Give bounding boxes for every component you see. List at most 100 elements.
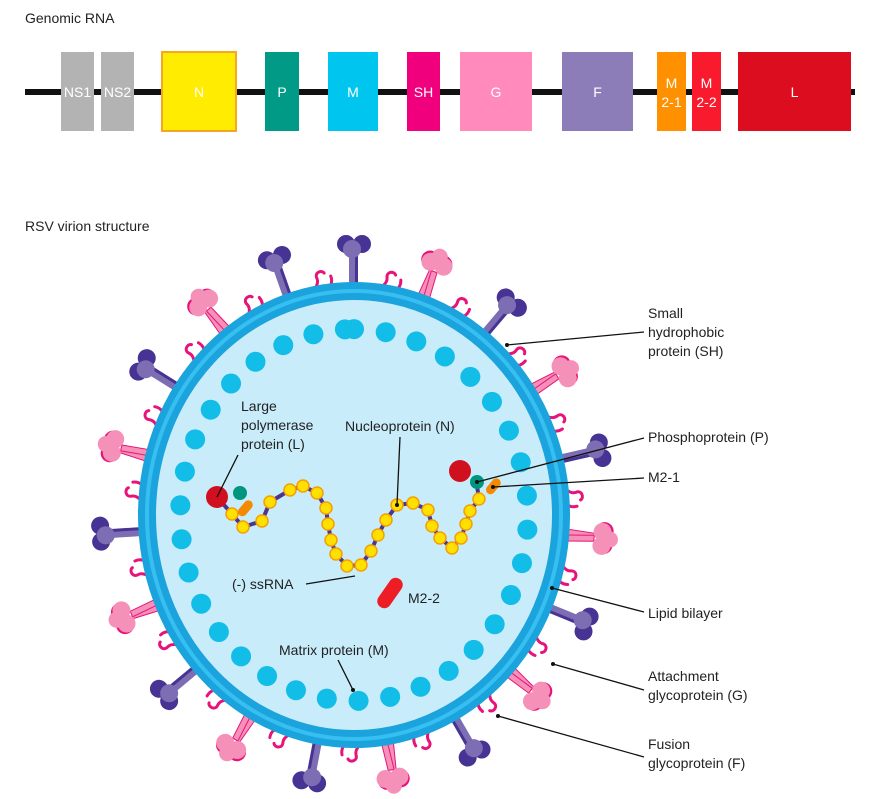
gene-m2-1: M 2-1	[657, 52, 686, 131]
nucleoprotein-bead	[319, 501, 333, 515]
gene-ns1: NS1	[61, 52, 94, 131]
attachment-glycoprotein	[551, 522, 618, 555]
gene-sh: SH	[407, 52, 440, 131]
gene-label: F	[593, 84, 602, 100]
label-f-1: Fusion	[648, 736, 690, 752]
matrix-protein	[438, 660, 459, 681]
matrix-protein	[170, 495, 191, 516]
nucleoprotein-bead	[371, 528, 385, 542]
nucleoprotein-bead	[354, 558, 368, 572]
label-sh-3: protein (SH)	[648, 343, 723, 359]
matrix-protein	[221, 373, 242, 394]
ribonucleoprotein	[215, 479, 486, 573]
phosphoprotein-p	[233, 486, 247, 500]
matrix-protein	[316, 688, 337, 709]
nucleoprotein-bead	[364, 544, 378, 558]
nucleoprotein-bead	[329, 547, 343, 561]
nucleoprotein-bead	[236, 520, 250, 534]
matrix-protein	[410, 676, 431, 697]
nucleoprotein-bead	[454, 531, 468, 545]
matrix-protein	[200, 399, 221, 420]
matrix-protein	[231, 646, 252, 667]
label-g-1: Attachment	[648, 668, 719, 684]
nucleoprotein-bead	[296, 479, 310, 493]
gene-label: SH	[414, 84, 433, 100]
matrix-protein	[174, 461, 195, 482]
gene-label-2: 2-1	[661, 94, 681, 110]
nucleoprotein-bead	[340, 559, 354, 573]
nucleoprotein-bead	[225, 507, 239, 521]
gene-l: L	[738, 52, 851, 131]
gene-n: N	[161, 51, 237, 132]
label-n: Nucleoprotein (N)	[345, 418, 455, 434]
matrix-protein	[245, 351, 266, 372]
matrix-protein	[406, 331, 427, 352]
matrix-protein	[481, 391, 502, 412]
nucleoprotein-bead	[421, 503, 435, 517]
matrix-protein	[463, 639, 484, 660]
matrix-protein	[334, 319, 355, 340]
virion-interior	[147, 291, 561, 739]
matrix-protein	[516, 485, 537, 506]
matrix-protein	[257, 666, 278, 687]
label-m2-2: M2-2	[408, 590, 440, 606]
matrix-protein	[517, 519, 538, 540]
matrix-protein	[484, 614, 505, 635]
label-g-2: glycoprotein (G)	[648, 687, 748, 703]
matrix-protein	[171, 529, 192, 550]
label-rna: (-) ssRNA	[232, 576, 294, 592]
nucleoprotein-bead	[255, 514, 269, 528]
virion-title: RSV virion structure	[25, 218, 150, 234]
gene-ns2: NS2	[101, 52, 134, 131]
gene-label: G	[491, 84, 502, 100]
gene-m2-2: M 2-2	[692, 52, 721, 131]
nucleoprotein-bead	[379, 513, 393, 527]
nucleoprotein-bead	[324, 533, 338, 547]
nucleoprotein-bead	[283, 483, 297, 497]
nucleoprotein-bead	[463, 504, 477, 518]
matrix-proteins	[170, 319, 538, 711]
label-sh-2: hydrophobic	[648, 324, 724, 340]
gene-label: M	[666, 75, 678, 91]
label-p: Phosphoprotein (P)	[648, 429, 769, 445]
label-l-2: polymerase	[241, 417, 314, 433]
virion	[91, 235, 618, 794]
nucleoprotein-bead	[321, 517, 335, 531]
label-sh-1: Small	[648, 305, 683, 321]
gene-p: P	[265, 52, 299, 131]
nucleoprotein-bead	[263, 495, 277, 509]
gene-label: N	[194, 84, 204, 100]
matrix-protein	[191, 593, 212, 614]
matrix-protein	[348, 690, 369, 711]
matrix-protein	[380, 686, 401, 707]
matrix-protein	[375, 322, 396, 343]
attachment-glycoprotein	[411, 248, 453, 314]
gene-label: M	[347, 84, 359, 100]
matrix-protein	[498, 420, 519, 441]
polymerase-l-2	[449, 460, 471, 482]
gene-map: NS1 NS2 N P M SH G F M 2-1 M 2-2 L	[61, 51, 851, 132]
matrix-protein	[208, 622, 229, 643]
gene-label: L	[791, 84, 799, 100]
label-l-1: Large	[241, 398, 277, 414]
label-m: Matrix protein (M)	[279, 642, 389, 658]
nucleoprotein-bead	[406, 496, 420, 510]
matrix-protein	[434, 346, 455, 367]
gene-label: M	[701, 75, 713, 91]
label-lipid: Lipid bilayer	[648, 605, 723, 621]
matrix-protein	[185, 429, 206, 450]
matrix-protein	[285, 680, 306, 701]
matrix-protein	[303, 324, 324, 345]
genomic-rna-title: Genomic RNA	[25, 10, 115, 26]
label-l-3: protein (L)	[241, 436, 305, 452]
matrix-protein	[178, 562, 199, 583]
lipid-bilayer-inner	[145, 289, 563, 741]
matrix-protein	[510, 452, 531, 473]
gene-m: M	[328, 52, 378, 131]
gene-f: F	[562, 52, 633, 131]
gene-label-2: 2-2	[696, 94, 716, 110]
matrix-protein	[273, 335, 294, 356]
nucleoprotein-bead	[433, 531, 447, 545]
